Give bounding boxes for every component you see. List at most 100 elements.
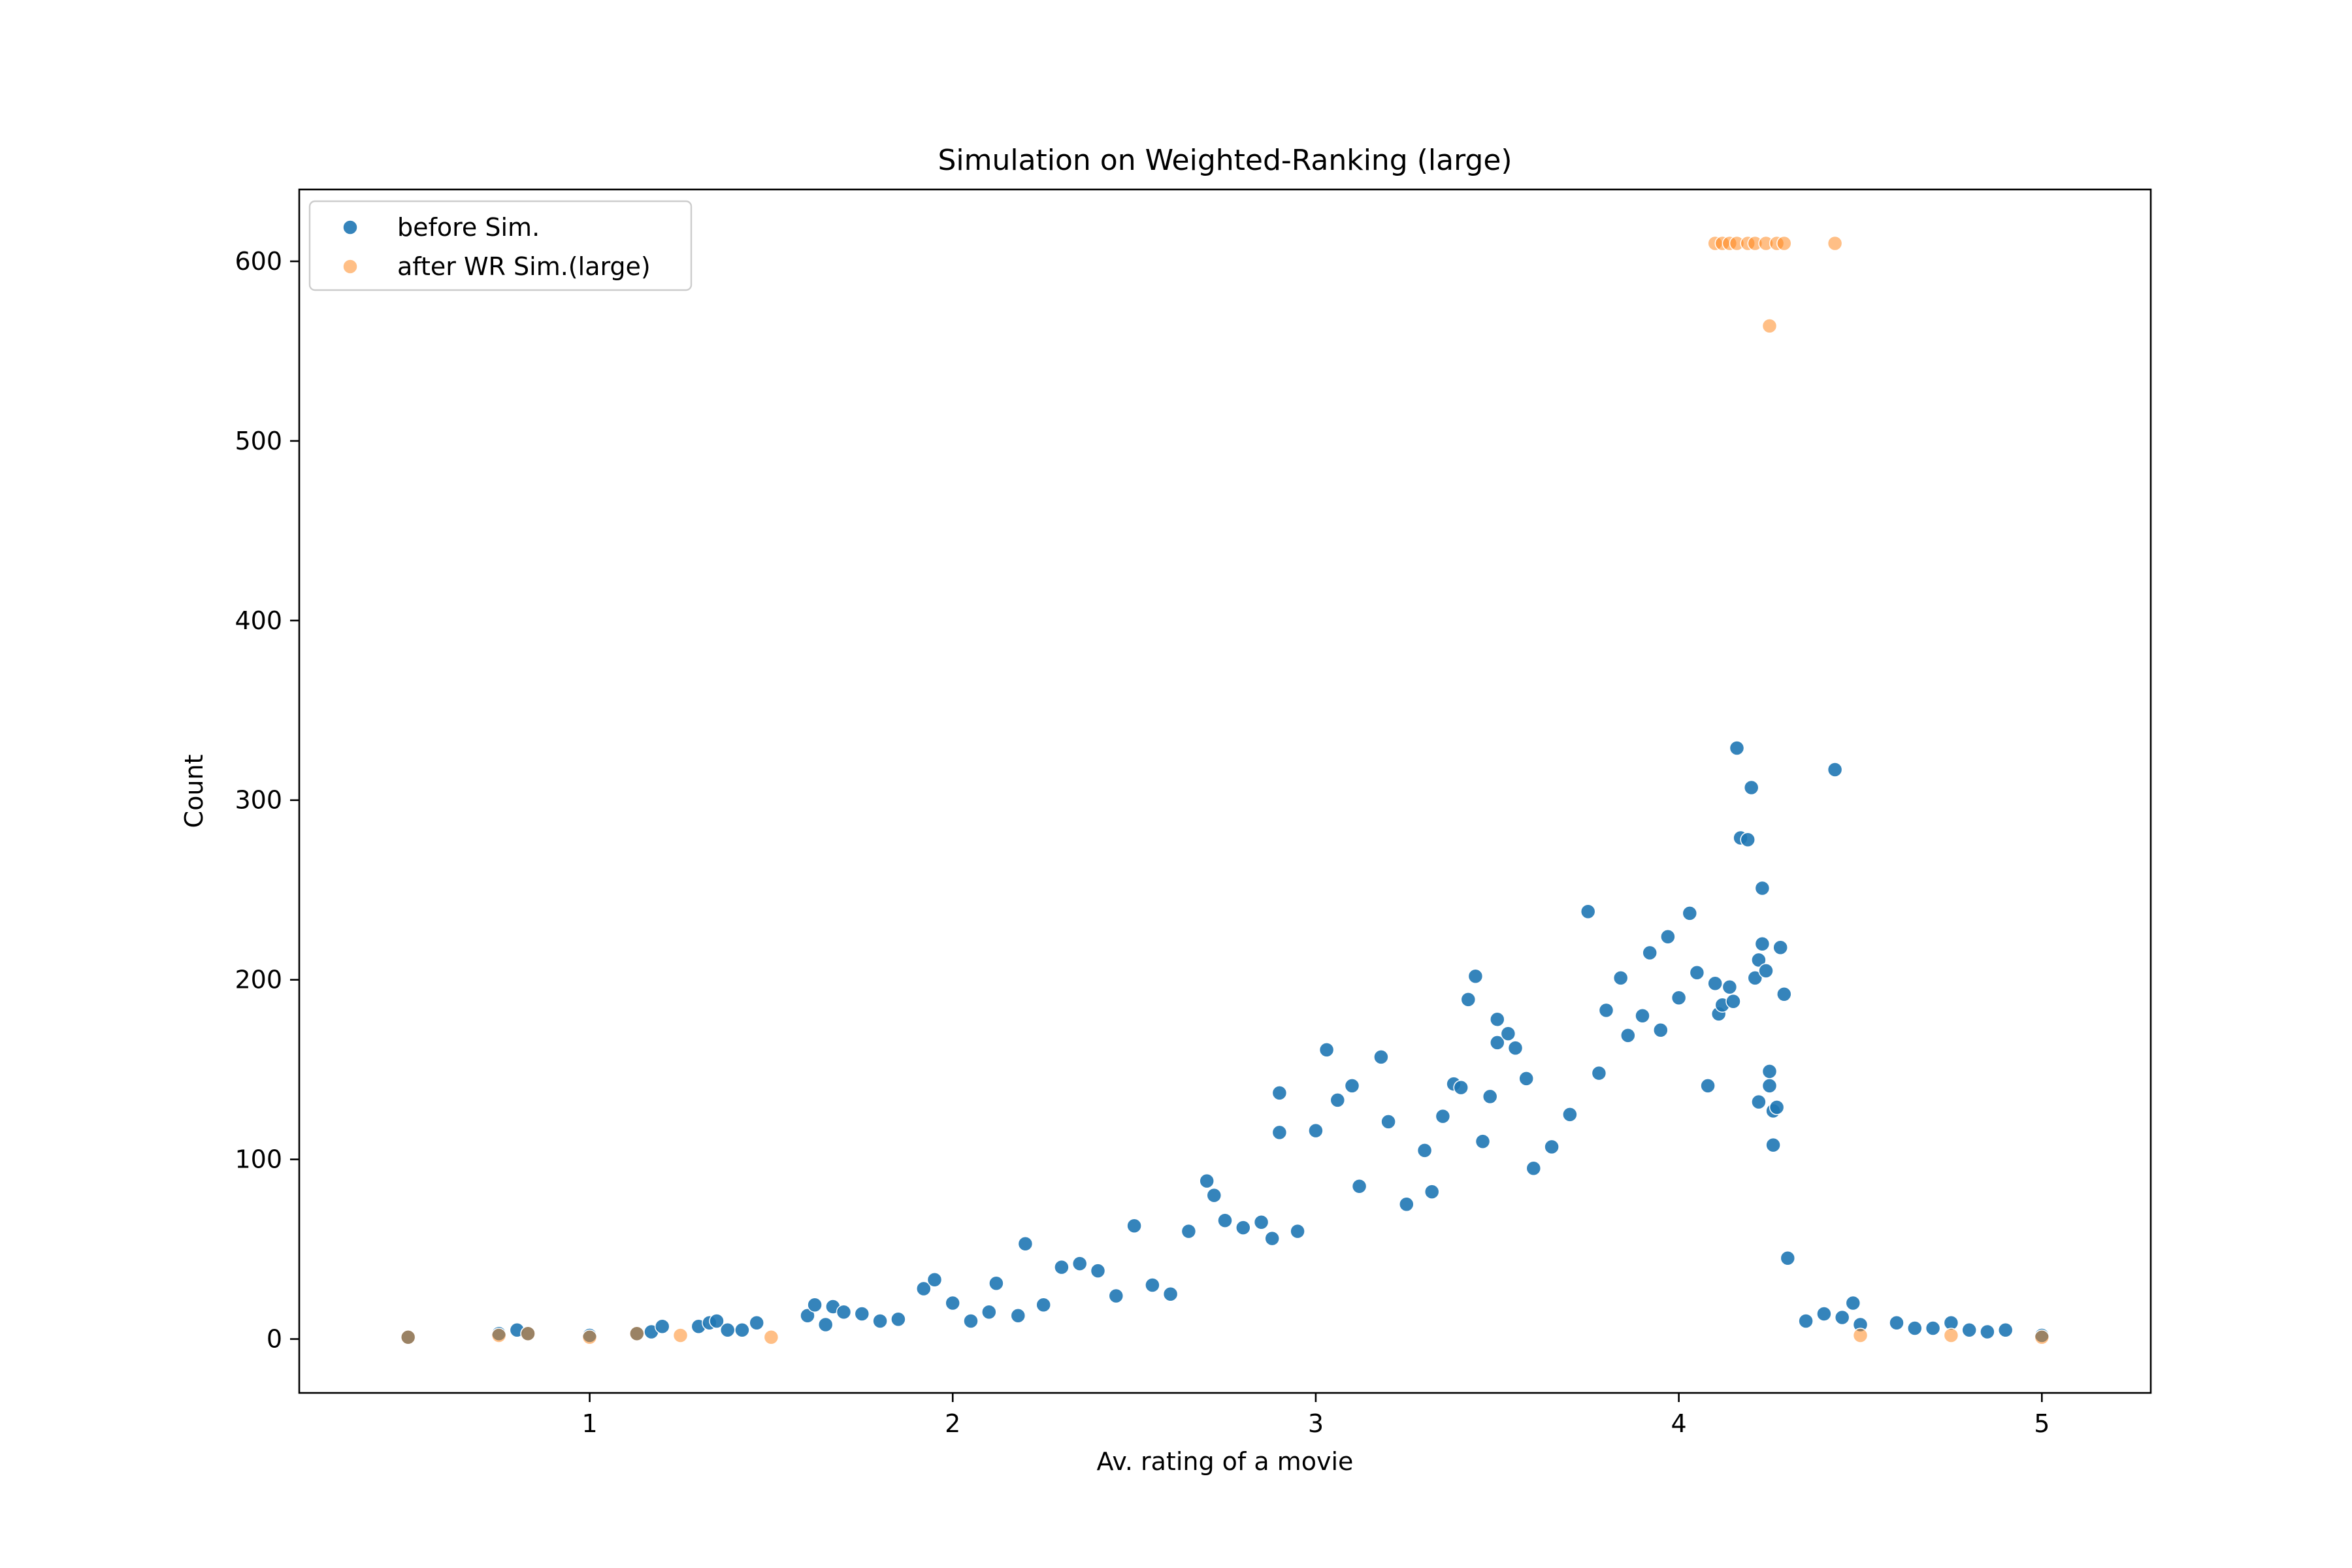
- point-before-sim: [1580, 904, 1596, 919]
- point-before-sim: [1765, 1137, 1781, 1153]
- point-before-sim: [1380, 1114, 1396, 1130]
- point-before-sim: [1036, 1297, 1051, 1313]
- y-tick-label: 500: [235, 427, 282, 455]
- point-before-sim: [963, 1313, 979, 1329]
- point-before-sim: [1798, 1313, 1814, 1329]
- point-before-sim: [1482, 1088, 1498, 1105]
- point-before-sim: [1500, 1026, 1516, 1041]
- point-after-wr-sim: [1943, 1328, 1959, 1343]
- point-before-sim: [1206, 1187, 1222, 1203]
- point-after-wr-sim: [1776, 235, 1792, 252]
- point-before-sim: [1743, 779, 1759, 796]
- point-before-sim: [1980, 1324, 1995, 1340]
- point-before-sim: [836, 1304, 852, 1320]
- point-before-sim: [1330, 1092, 1346, 1108]
- point-before-sim: [1373, 1049, 1389, 1065]
- point-after-wr-sim: [763, 1330, 779, 1345]
- point-before-sim: [1827, 762, 1843, 777]
- point-before-sim: [1997, 1322, 2014, 1338]
- chart-title: Simulation on Weighted-Ranking (large): [938, 144, 1512, 177]
- point-before-sim: [1961, 1322, 1977, 1338]
- point-before-sim: [988, 1275, 1004, 1292]
- point-before-sim: [1145, 1277, 1160, 1293]
- point-before-sim: [1642, 945, 1658, 961]
- point-before-sim: [1907, 1320, 1923, 1336]
- point-before-sim: [800, 1308, 815, 1324]
- point-before-sim: [1318, 1042, 1335, 1058]
- point-before-sim: [1725, 993, 1741, 1009]
- point-before-sim: [1707, 975, 1723, 991]
- point-before-sim: [1271, 1085, 1288, 1101]
- point-before-sim: [1591, 1065, 1607, 1081]
- point-before-sim: [1635, 1007, 1650, 1024]
- point-before-sim: [1761, 1078, 1778, 1094]
- point-before-sim: [1235, 1220, 1251, 1235]
- legend-box: [308, 200, 693, 291]
- point-before-sim: [1126, 1218, 1142, 1234]
- point-before-sim: [1108, 1288, 1124, 1304]
- point-before-sim: [1071, 1256, 1088, 1271]
- point-before-sim: [1751, 952, 1767, 968]
- legend-label-after-wr-sim: after WR Sim.(large): [397, 252, 651, 281]
- point-after-wr-sim: [629, 1326, 645, 1342]
- y-tick-label: 0: [267, 1325, 282, 1354]
- point-before-sim: [1090, 1263, 1106, 1279]
- y-tick-label: 600: [235, 247, 282, 276]
- point-before-sim: [1653, 1022, 1669, 1038]
- point-after-wr-sim: [1761, 318, 1778, 334]
- point-before-sim: [1054, 1259, 1070, 1275]
- y-axis-label: Count: [180, 755, 208, 828]
- point-before-sim: [1290, 1223, 1305, 1239]
- legend-marker-before-sim: [342, 220, 358, 235]
- point-before-sim: [1490, 1011, 1505, 1027]
- point-before-sim: [1754, 880, 1771, 896]
- axis-ticks: 1 2 3 4 5 0 100 200 300 400 500 600: [235, 247, 2050, 1438]
- point-after-wr-sim: [1827, 235, 1843, 252]
- point-before-sim: [1264, 1230, 1280, 1247]
- point-before-sim: [1467, 968, 1484, 984]
- x-tick-label: 5: [2034, 1409, 2050, 1438]
- point-before-sim: [1751, 1094, 1767, 1110]
- point-before-sim: [890, 1311, 906, 1328]
- x-axis-label: Av. rating of a movie: [1097, 1447, 1354, 1476]
- point-before-sim: [945, 1295, 960, 1311]
- y-tick-label: 400: [235, 606, 282, 635]
- point-before-sim: [1416, 1143, 1433, 1158]
- point-before-sim: [1758, 963, 1774, 979]
- point-before-sim: [1925, 1320, 1941, 1336]
- x-tick-label: 2: [945, 1409, 960, 1438]
- point-before-sim: [1700, 1078, 1716, 1094]
- point-before-sim: [1217, 1213, 1233, 1228]
- point-before-sim: [1518, 1071, 1534, 1086]
- point-before-sim: [1562, 1107, 1578, 1122]
- point-before-sim: [1689, 964, 1705, 981]
- point-before-sim: [981, 1304, 997, 1320]
- point-before-sim: [1722, 979, 1738, 995]
- point-before-sim: [1399, 1196, 1414, 1213]
- point-before-sim: [1620, 1028, 1636, 1043]
- point-before-sim: [1834, 1309, 1850, 1326]
- point-before-sim: [734, 1322, 750, 1338]
- y-tick-label: 300: [235, 786, 282, 815]
- point-before-sim: [1761, 1064, 1778, 1079]
- point-before-sim: [1845, 1295, 1861, 1311]
- point-before-sim: [1682, 906, 1698, 921]
- point-before-sim: [1181, 1223, 1197, 1239]
- point-before-sim: [1754, 936, 1771, 952]
- point-before-sim: [1199, 1173, 1215, 1189]
- point-before-sim: [1740, 832, 1756, 847]
- point-after-wr-sim: [581, 1330, 598, 1345]
- point-before-sim: [1747, 970, 1763, 986]
- point-before-sim: [1271, 1124, 1288, 1141]
- point-before-sim: [719, 1322, 736, 1338]
- point-before-sim: [1729, 740, 1745, 756]
- point-after-wr-sim: [1852, 1328, 1869, 1343]
- point-after-wr-sim: [491, 1328, 507, 1343]
- point-after-wr-sim: [400, 1330, 416, 1345]
- point-before-sim: [1780, 1250, 1796, 1266]
- point-before-sim: [1544, 1139, 1560, 1155]
- legend-label-before-sim: before Sim.: [397, 213, 540, 242]
- point-before-sim: [1460, 992, 1477, 1007]
- x-tick-label: 4: [1671, 1409, 1687, 1438]
